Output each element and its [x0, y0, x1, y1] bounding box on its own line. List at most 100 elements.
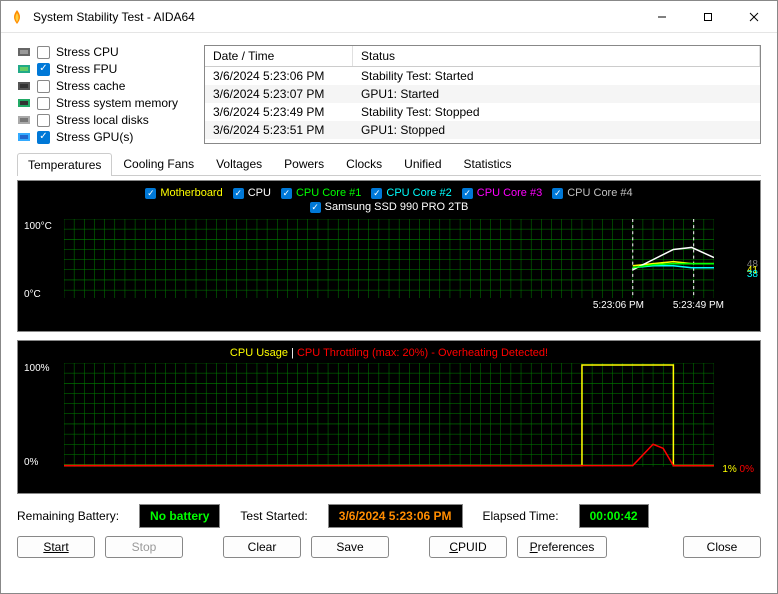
log-row[interactable]: 3/6/2024 5:23:07 PMGPU1: Started: [205, 85, 760, 103]
legend-item[interactable]: CPU Core #1: [281, 187, 361, 199]
legend-label: Motherboard: [160, 187, 222, 199]
legend-label: Samsung SSD 990 PRO 2TB: [325, 201, 469, 213]
log-cell-datetime: 3/6/2024 5:23:51 PM: [205, 121, 353, 139]
preferences-button[interactable]: Preferences: [517, 536, 607, 558]
chart2-value-usage: 1%: [722, 464, 736, 475]
chart1-value: 38: [747, 269, 758, 280]
tab-cooling-fans[interactable]: Cooling Fans: [112, 152, 205, 175]
legend-item[interactable]: CPU: [233, 187, 271, 199]
legend-item[interactable]: CPU Core #3: [462, 187, 542, 199]
legend-checkbox[interactable]: [371, 188, 382, 199]
started-value: 3/6/2024 5:23:06 PM: [328, 504, 463, 528]
battery-value: No battery: [139, 504, 220, 528]
log-cell-datetime: 3/6/2024 5:23:49 PM: [205, 103, 353, 121]
chart2-y-top: 100%: [24, 363, 50, 374]
legend-checkbox[interactable]: [462, 188, 473, 199]
log-header-datetime[interactable]: Date / Time: [205, 46, 353, 66]
status-row: Remaining Battery: No battery Test Start…: [17, 504, 761, 528]
stress-label: Stress local disks: [56, 113, 149, 127]
log-row[interactable]: 3/6/2024 5:23:06 PMStability Test: Start…: [205, 67, 760, 85]
stress-icon: [17, 79, 31, 93]
log-cell-datetime: 3/6/2024 5:23:07 PM: [205, 85, 353, 103]
log-cell-status: Stability Test: Started: [353, 67, 760, 85]
elapsed-value: 00:00:42: [579, 504, 649, 528]
chart1-y-top: 100°C: [24, 221, 52, 232]
legend-item[interactable]: CPU Core #4: [552, 187, 632, 199]
stress-label: Stress FPU: [56, 62, 117, 76]
stress-icon: [17, 62, 31, 76]
legend-item[interactable]: Motherboard: [145, 187, 222, 199]
legend-item[interactable]: CPU Core #2: [371, 187, 451, 199]
log-row[interactable]: 3/6/2024 5:23:49 PMStability Test: Stopp…: [205, 103, 760, 121]
clear-button[interactable]: Clear: [223, 536, 301, 558]
tab-unified[interactable]: Unified: [393, 152, 452, 175]
stress-options: Stress CPU Stress FPU Stress cache Stress s…: [17, 45, 192, 144]
window-title: System Stability Test - AIDA64: [33, 10, 639, 24]
stop-button[interactable]: Stop: [105, 536, 183, 558]
log-cell-status: Stability Test: Stopped: [353, 103, 760, 121]
aida64-icon: [9, 9, 25, 25]
stress-label: Stress CPU: [56, 45, 119, 59]
top-row: Stress CPU Stress FPU Stress cache Stress s…: [17, 45, 761, 144]
stress-label: Stress cache: [56, 79, 125, 93]
legend-checkbox[interactable]: [145, 188, 156, 199]
log-header-status[interactable]: Status: [353, 46, 760, 66]
minimize-button[interactable]: [639, 1, 685, 32]
chart1-legend: Motherboard CPU CPU Core #1 CPU Core #2 CPU …: [24, 187, 754, 199]
maximize-button[interactable]: [685, 1, 731, 32]
cpuid-button[interactable]: CPUID: [429, 536, 507, 558]
chart2-right-values: 1% 0%: [722, 464, 754, 475]
tab-voltages[interactable]: Voltages: [205, 152, 273, 175]
stress-item-5[interactable]: Stress GPU(s): [17, 130, 192, 144]
legend-label: CPU: [248, 187, 271, 199]
legend-checkbox[interactable]: [233, 188, 244, 199]
tabs: TemperaturesCooling FansVoltagesPowersCl…: [17, 152, 761, 176]
stress-item-4[interactable]: Stress local disks: [17, 113, 192, 127]
close-window-button[interactable]: Close: [683, 536, 761, 558]
stress-item-2[interactable]: Stress cache: [17, 79, 192, 93]
legend-checkbox[interactable]: [281, 188, 292, 199]
log-cell-status: GPU1: Started: [353, 85, 760, 103]
close-button[interactable]: [731, 1, 777, 32]
stress-checkbox[interactable]: [37, 97, 50, 110]
stress-icon: [17, 130, 31, 144]
legend-checkbox[interactable]: [310, 202, 321, 213]
stress-label: Stress GPU(s): [56, 130, 133, 144]
chart1-x-right: 5:23:49 PM: [673, 300, 724, 311]
log-row[interactable]: 3/6/2024 5:23:51 PMGPU1: Stopped: [205, 121, 760, 139]
legend-item[interactable]: Samsung SSD 990 PRO 2TB: [310, 201, 469, 213]
stress-checkbox[interactable]: [37, 131, 50, 144]
chart2-title-throttle: CPU Throttling (max: 20%) - Overheating …: [297, 347, 548, 359]
chart1-legend2: Samsung SSD 990 PRO 2TB: [24, 201, 754, 213]
battery-label: Remaining Battery:: [17, 509, 119, 523]
stress-item-3[interactable]: Stress system memory: [17, 96, 192, 110]
chart2-title-usage: CPU Usage: [230, 347, 288, 359]
chart2-plot: [64, 363, 714, 465]
cpu-usage-chart: CPU Usage | CPU Throttling (max: 20%) - …: [17, 340, 761, 494]
legend-checkbox[interactable]: [552, 188, 563, 199]
start-button[interactable]: Start: [17, 536, 95, 558]
tab-statistics[interactable]: Statistics: [453, 152, 523, 175]
stress-item-0[interactable]: Stress CPU: [17, 45, 192, 59]
tab-temperatures[interactable]: Temperatures: [17, 153, 112, 176]
stress-label: Stress system memory: [56, 96, 178, 110]
temperature-chart: Motherboard CPU CPU Core #1 CPU Core #2 CPU …: [17, 180, 761, 332]
titlebar: System Stability Test - AIDA64: [1, 1, 777, 33]
log-cell-status: GPU1: Stopped: [353, 121, 760, 139]
stress-checkbox[interactable]: [37, 114, 50, 127]
log-table: Date / Time Status 3/6/2024 5:23:06 PMSt…: [204, 45, 761, 144]
chart1-plot: 5:23:06 PM 5:23:49 PM: [64, 219, 714, 297]
stress-checkbox[interactable]: [37, 80, 50, 93]
tab-powers[interactable]: Powers: [273, 152, 335, 175]
legend-label: CPU Core #1: [296, 187, 361, 199]
stress-checkbox[interactable]: [37, 46, 50, 59]
log-cell-datetime: 3/6/2024 5:23:06 PM: [205, 67, 353, 85]
tab-clocks[interactable]: Clocks: [335, 152, 393, 175]
stress-checkbox[interactable]: [37, 63, 50, 76]
stress-icon: [17, 113, 31, 127]
elapsed-label: Elapsed Time:: [483, 509, 559, 523]
stress-item-1[interactable]: Stress FPU: [17, 62, 192, 76]
save-button[interactable]: Save: [311, 536, 389, 558]
started-label: Test Started:: [240, 509, 307, 523]
chart2-value-throttle: 0%: [740, 464, 754, 475]
